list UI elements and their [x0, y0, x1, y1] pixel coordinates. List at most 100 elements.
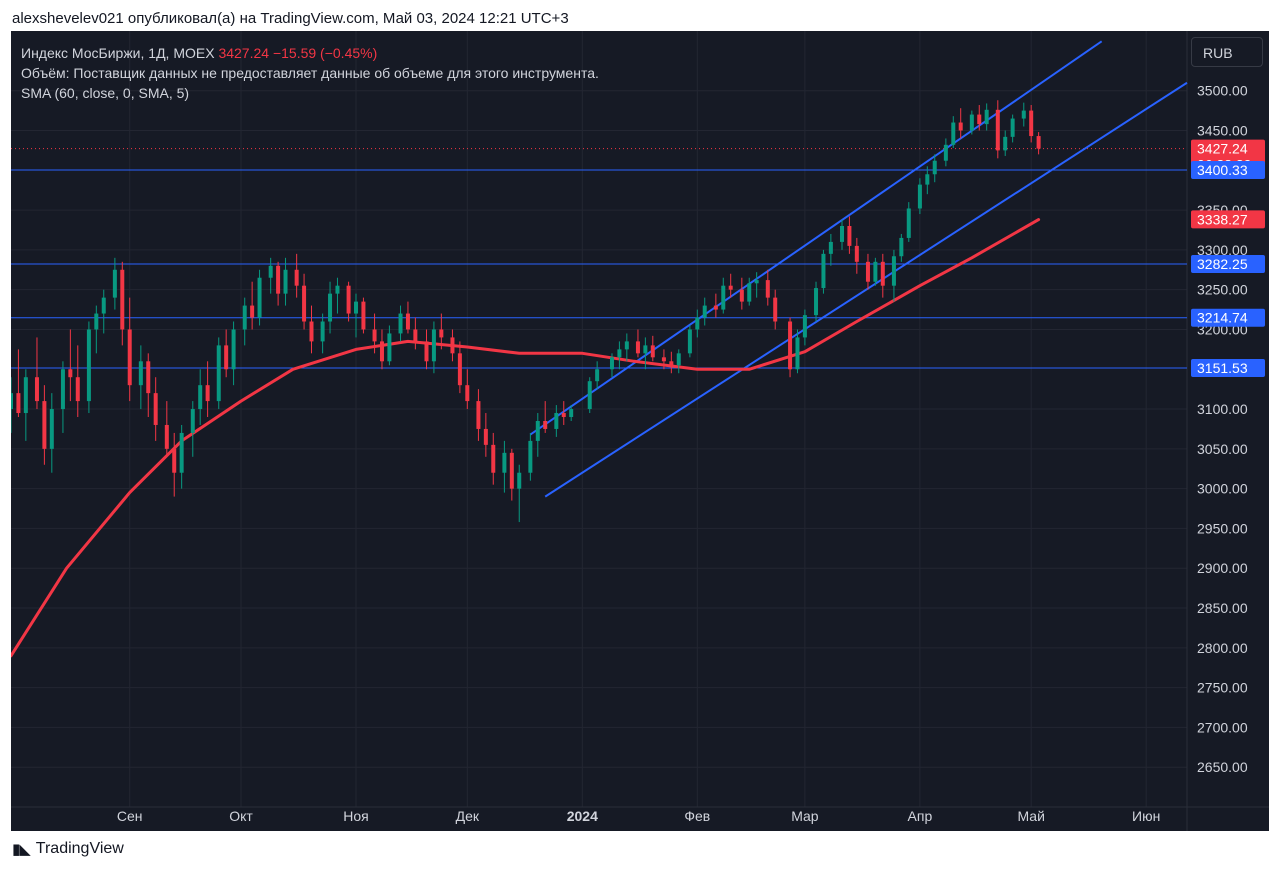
x-tick-label: 2024 [567, 808, 598, 824]
tradingview-logo-icon: ▮◣ [12, 840, 31, 858]
candle-body [138, 361, 143, 386]
candle-body [543, 420, 548, 429]
candle-body [917, 184, 922, 209]
candle-body [328, 293, 333, 322]
candle-body [49, 409, 54, 449]
legend-symbol-row[interactable]: Индекс МосБиржи, 1Д, MOEX 3427.24 −15.59… [21, 43, 599, 63]
price-change: −15.59 (−0.45%) [272, 45, 378, 61]
candle-body [164, 424, 169, 449]
legend-sma[interactable]: SMA (60, close, 0, SMA, 5) [21, 85, 190, 101]
candle-body [424, 341, 429, 362]
candle-body [535, 420, 540, 441]
candle-body [502, 452, 507, 473]
candle-body [276, 265, 281, 294]
symbol-name: Индекс МосБиржи, 1Д, MOEX [21, 45, 215, 61]
candle-body [172, 448, 177, 473]
y-tick-label: 2850.00 [1197, 600, 1248, 616]
candle-body [413, 329, 418, 342]
candle-body [951, 122, 956, 145]
candle-body [120, 269, 125, 330]
y-tick-label: 3250.00 [1197, 282, 1248, 298]
candle-body [788, 321, 793, 370]
candle-body [795, 337, 800, 370]
candle-body [379, 341, 384, 362]
candle-body [754, 280, 759, 284]
candle-body [23, 377, 28, 414]
y-tick-label: 2750.00 [1197, 680, 1248, 696]
currency-button[interactable]: RUB [1191, 37, 1263, 67]
candle-body [101, 297, 106, 314]
y-tick-label: 2900.00 [1197, 560, 1248, 576]
logo-text: TradingView [35, 840, 124, 857]
x-tick-label: Сен [117, 808, 143, 824]
candle-body [676, 353, 681, 366]
candle-body [528, 440, 533, 473]
y-tick-label: 2950.00 [1197, 520, 1248, 536]
x-tick-label: Фев [684, 808, 710, 824]
candle-body [465, 385, 470, 402]
candle-body [1036, 136, 1041, 149]
candle-body [94, 313, 99, 330]
chart-pane[interactable]: 3500.00 3450.00 3350.00 3300.00 3250.00 3200.… [11, 31, 1269, 831]
price-axis-label-bg [1191, 161, 1265, 180]
tradingview-logo[interactable]: ▮◣ TradingView [12, 840, 124, 858]
candle-body [747, 283, 752, 302]
candle-body [702, 305, 707, 318]
candle-body [821, 253, 826, 289]
candle-body [112, 269, 117, 298]
candle-body [483, 428, 488, 445]
y-tick-label: 3000.00 [1197, 481, 1248, 497]
candle-body [891, 256, 896, 286]
x-tick-label: Ноя [343, 808, 368, 824]
candle-body [721, 285, 726, 310]
candle-body [231, 329, 236, 370]
candle-body [491, 444, 496, 473]
candle-body [1021, 110, 1026, 119]
candle-body [587, 381, 592, 410]
candle-body [190, 409, 195, 433]
candle-body [617, 349, 622, 358]
candle-body [865, 261, 870, 282]
candle-body [561, 413, 566, 418]
price-axis-label: 3151.53 [1197, 360, 1248, 376]
price-axis-label: 3400.33 [1197, 162, 1248, 178]
candle-body [153, 393, 158, 425]
chart-legend: Индекс МосБиржи, 1Д, MOEX 3427.24 −15.59… [21, 43, 599, 103]
x-tick-label: Май [1017, 808, 1044, 824]
candle-body [250, 305, 255, 318]
candle-body [814, 288, 819, 316]
candle-body [198, 385, 203, 410]
candle-body [695, 317, 700, 330]
candle-body [42, 401, 47, 449]
candle-body [925, 174, 930, 185]
candle-body [1003, 136, 1008, 151]
candle-body [354, 301, 359, 314]
price-axis-label-bg [1191, 359, 1265, 378]
candle-body [880, 261, 885, 286]
y-tick-label: 3300.00 [1197, 242, 1248, 258]
price-chart[interactable]: 3500.003450.003350.003300.003250.003200.… [11, 31, 1269, 831]
candle-body [179, 432, 184, 473]
x-tick-label: Дек [456, 808, 480, 824]
candle-body [68, 369, 73, 378]
candle-body [309, 321, 314, 342]
candle-body [635, 341, 640, 354]
candle-body [650, 345, 655, 358]
candle-body [398, 313, 403, 334]
candle-body [854, 245, 859, 262]
candle-body [224, 345, 229, 370]
candle-body [669, 361, 674, 366]
y-tick-label: 3500.00 [1197, 83, 1248, 99]
candle-body [450, 337, 455, 354]
price-axis-label: 3214.74 [1197, 310, 1248, 326]
y-tick-label: 2650.00 [1197, 759, 1248, 775]
candle-body [847, 225, 852, 246]
candle-body [86, 329, 91, 402]
candle-body [899, 237, 904, 257]
candle-body [34, 377, 39, 402]
candle-body [1029, 110, 1034, 137]
price-axis-label: 3282.25 [1197, 256, 1248, 272]
candle-body [335, 285, 340, 294]
candle-body [457, 353, 462, 386]
candle-body [873, 261, 878, 282]
